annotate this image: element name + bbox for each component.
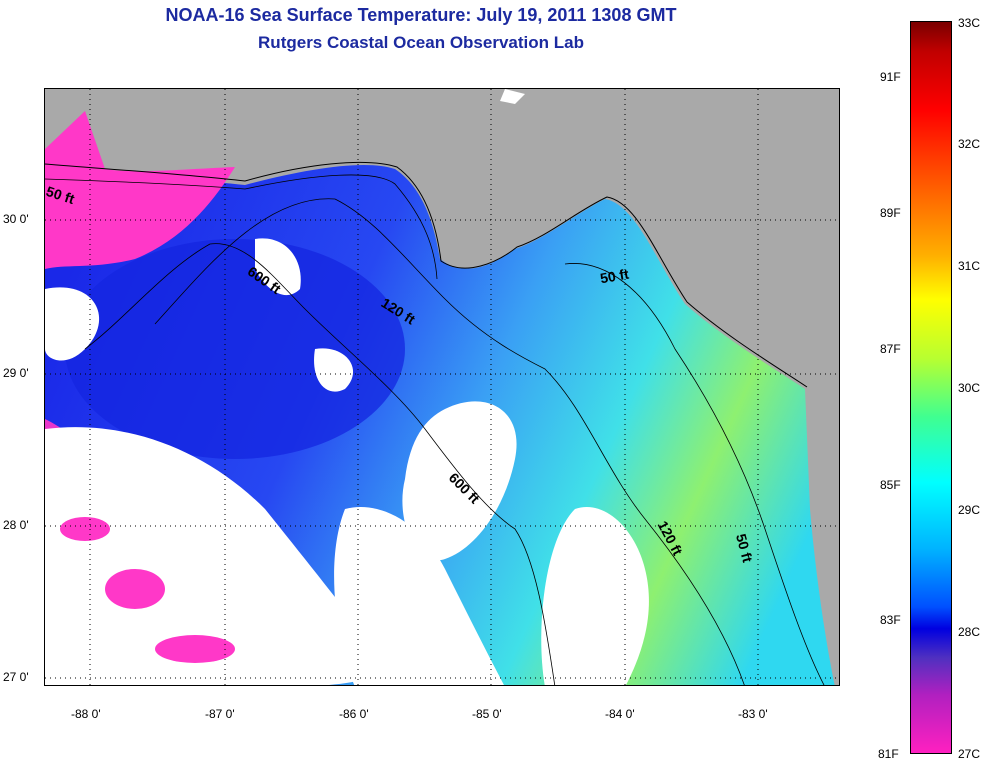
cloud-mask (45, 427, 382, 685)
latitude-label: 27 0' (3, 670, 29, 684)
longitude-label: -83 0' (738, 707, 768, 721)
cloud-mask (314, 348, 354, 392)
longitude-label: -87 0' (205, 707, 235, 721)
colorbar-fahrenheit-label: 81F (878, 747, 899, 761)
cloud-mask (45, 287, 100, 361)
colorbar-celsius-label: 32C (958, 137, 981, 151)
cloud-mask (541, 507, 649, 685)
colorbar-celsius-label: 28C (958, 625, 981, 639)
colorbar-celsius-label: 27C (958, 747, 981, 761)
colorbar-fahrenheit-label: 83F (880, 613, 901, 627)
colorbar-fahrenheit-label: 89F (880, 206, 901, 220)
longitude-label: -84 0' (605, 707, 635, 721)
cloud-mask (255, 238, 301, 296)
colorbar-celsius-label: 29C (958, 503, 981, 517)
latitude-label: 30 0' (3, 212, 29, 226)
sst-map[interactable] (44, 88, 840, 686)
colorbar-fahrenheit-label: 91F (880, 70, 901, 84)
coastline (45, 161, 808, 388)
cloud-mask (334, 507, 504, 685)
colorbar-celsius-label: 33C (958, 16, 981, 30)
warm-water-patch (155, 635, 235, 663)
depth-contour-120ft (154, 198, 745, 685)
map-title: NOAA-16 Sea Surface Temperature: July 19… (165, 5, 677, 25)
depth-contour-600ft (84, 243, 556, 685)
colorbar-fahrenheit-label: 87F (880, 342, 901, 356)
colorbar-fahrenheit-label: 85F (880, 478, 901, 492)
cool-water-core (65, 239, 405, 459)
cloud-mask (500, 89, 525, 104)
cloud-mask (402, 401, 517, 561)
longitude-label: -85 0' (472, 707, 502, 721)
colorbar-celsius-label: 31C (958, 259, 981, 273)
warm-water-patch (105, 569, 165, 609)
longitude-label: -86 0' (339, 707, 369, 721)
colorbar-celsius-label: 30C (958, 381, 981, 395)
longitude-label: -88 0' (71, 707, 101, 721)
sst-map-canvas (45, 89, 839, 685)
depth-contour-50ft (45, 174, 438, 280)
latitude-label: 29 0' (3, 366, 29, 380)
depth-contour-50ft-east (564, 263, 825, 685)
warm-water-patch (45, 111, 235, 269)
map-subtitle: Rutgers Coastal Ocean Observation Lab (258, 33, 584, 52)
latitude-label: 28 0' (3, 518, 29, 532)
warm-water-patch (60, 517, 110, 541)
temperature-colorbar (910, 21, 952, 754)
